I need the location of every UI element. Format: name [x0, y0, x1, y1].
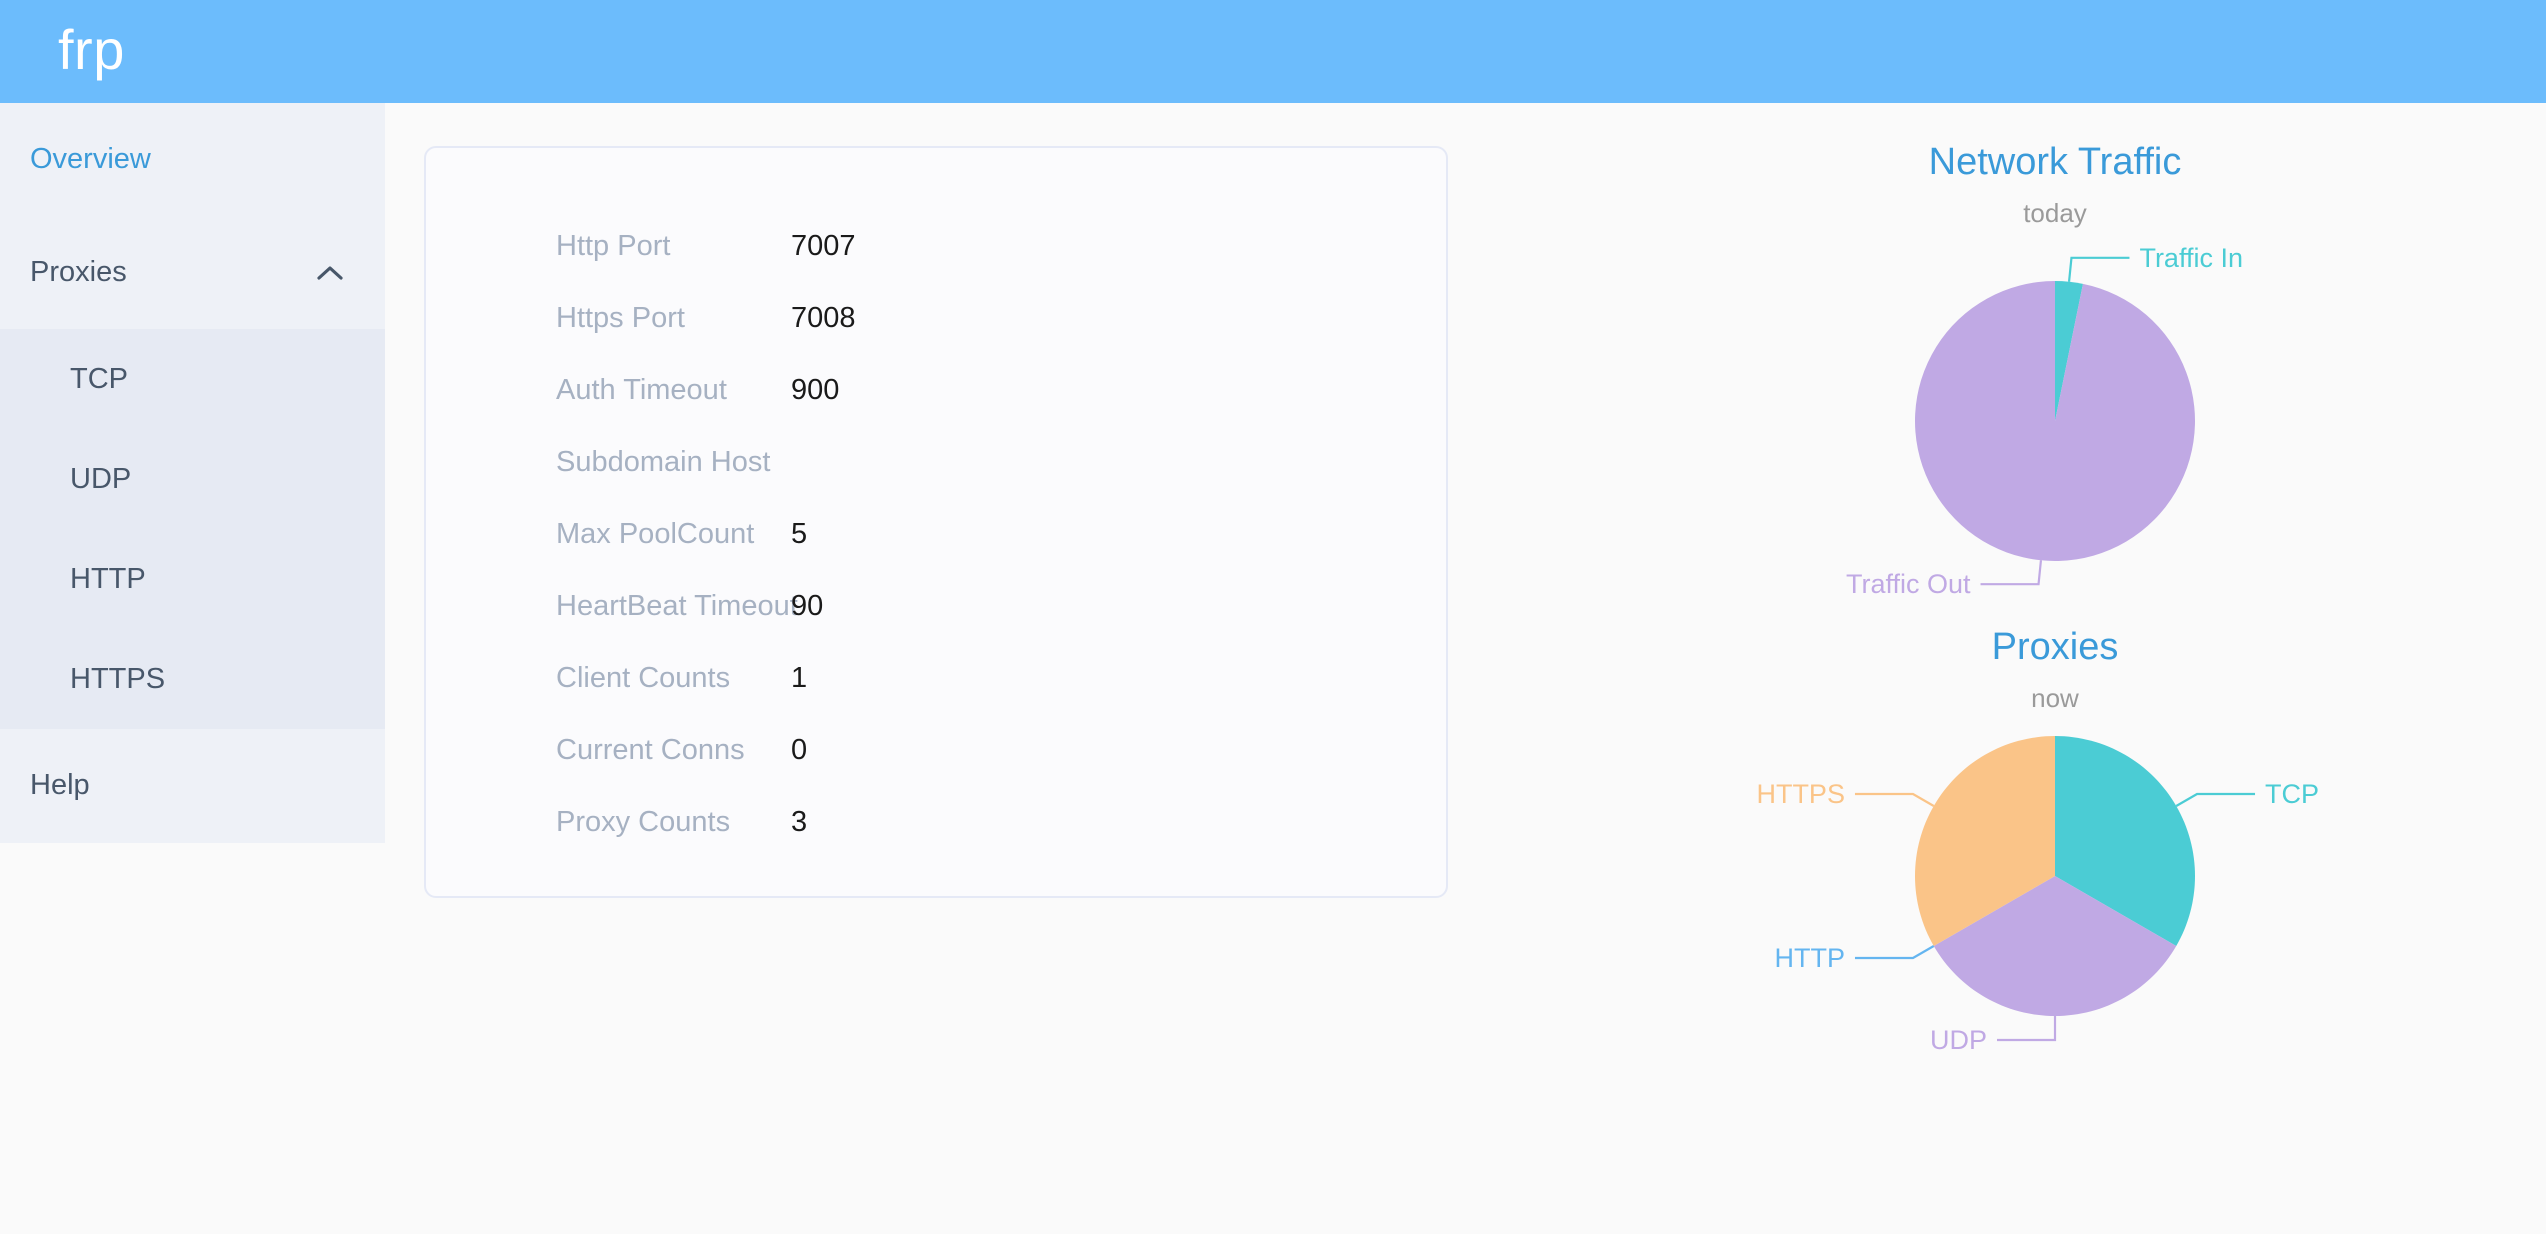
info-row-https-port: Https Port 7008: [426, 282, 1446, 354]
charts-column: Network Traffic today Traffic In Traffic …: [1575, 103, 2535, 1234]
main-content: Http Port 7007 Https Port 7008 Auth Time…: [385, 103, 2546, 1234]
info-value: 5: [791, 517, 808, 550]
sidebar-item-tcp-label: TCP: [70, 362, 128, 395]
proxies-pie[interactable]: TCP UDP HTTP HTTPS: [1575, 714, 2535, 1054]
pie-slice-label: TCP: [2265, 779, 2319, 809]
info-row-max-poolcount: Max PoolCount 5: [426, 498, 1446, 570]
sidebar-item-tcp[interactable]: TCP: [0, 329, 385, 429]
info-value: 900: [791, 373, 840, 406]
info-row-http-port: Http Port 7007: [426, 210, 1446, 282]
info-row-client-counts: Client Counts 1: [426, 642, 1446, 714]
sidebar-item-overview[interactable]: Overview: [0, 103, 385, 216]
sidebar-item-help[interactable]: Help: [0, 729, 385, 842]
sidebar-item-proxies-label: Proxies: [30, 256, 127, 288]
info-row-auth-timeout: Auth Timeout 900: [426, 354, 1446, 426]
pie-slice-label: Traffic Out: [1846, 569, 1971, 599]
app-header: frp: [0, 0, 2546, 103]
sidebar-item-http[interactable]: HTTP: [0, 529, 385, 629]
sidebar-item-help-label: Help: [30, 769, 90, 801]
info-label: HeartBeat Timeout: [556, 589, 798, 622]
info-label: Current Conns: [556, 733, 745, 766]
network-traffic-chart-block: Network Traffic today Traffic In Traffic …: [1575, 103, 2535, 604]
sidebar: Overview Proxies TCP UDP HTTP HTTPS: [0, 103, 385, 843]
server-info-card: Http Port 7007 Https Port 7008 Auth Time…: [424, 146, 1448, 898]
info-label: Https Port: [556, 301, 685, 334]
sidebar-item-proxies[interactable]: Proxies: [0, 216, 385, 329]
app-brand-title: frp: [58, 17, 125, 81]
sidebar-submenu-proxies: TCP UDP HTTP HTTPS: [0, 329, 385, 729]
pie-slice-label: Traffic In: [2139, 243, 2243, 273]
pie-slice-label: HTTPS: [1756, 779, 1845, 809]
info-value: 90: [791, 589, 824, 622]
network-traffic-title: Network Traffic: [1928, 141, 2182, 183]
sidebar-item-https-label: HTTPS: [70, 662, 166, 695]
info-label: Http Port: [556, 229, 671, 262]
info-label: Subdomain Host: [556, 445, 771, 478]
sidebar-item-http-label: HTTP: [70, 562, 146, 595]
info-label: Max PoolCount: [556, 517, 755, 550]
sidebar-item-udp-label: UDP: [70, 462, 132, 495]
pie-slice-label: HTTP: [1774, 943, 1845, 973]
info-row-proxy-counts: Proxy Counts 3: [426, 786, 1446, 858]
info-row-subdomain-host: Subdomain Host: [426, 426, 1446, 498]
network-traffic-subtitle: today: [2023, 198, 2087, 228]
info-value: 7008: [791, 301, 856, 334]
sidebar-item-overview-label: Overview: [30, 143, 151, 175]
info-value: 7007: [791, 229, 856, 262]
info-value: 0: [791, 733, 808, 766]
pie-slice-label: UDP: [1930, 1025, 1987, 1054]
info-label: Proxy Counts: [556, 805, 731, 838]
info-label: Client Counts: [556, 661, 731, 694]
sidebar-item-https[interactable]: HTTPS: [0, 629, 385, 729]
sidebar-item-udp[interactable]: UDP: [0, 429, 385, 529]
chevron-up-icon: [315, 258, 345, 288]
info-value: 3: [791, 805, 808, 838]
proxies-subtitle: now: [2031, 683, 2079, 713]
server-info-list: Http Port 7007 Https Port 7008 Auth Time…: [426, 148, 1446, 858]
info-row-current-conns: Current Conns 0: [426, 714, 1446, 786]
network-traffic-pie[interactable]: Traffic In Traffic Out: [1575, 229, 2535, 604]
info-value: 1: [791, 661, 808, 694]
info-label: Auth Timeout: [556, 373, 727, 406]
proxies-title: Proxies: [1991, 626, 2119, 668]
info-row-heartbeat-timeout: HeartBeat Timeout 90: [426, 570, 1446, 642]
proxies-chart-block: Proxies now TCP UDP HTTP HTTPS: [1575, 604, 2535, 1054]
